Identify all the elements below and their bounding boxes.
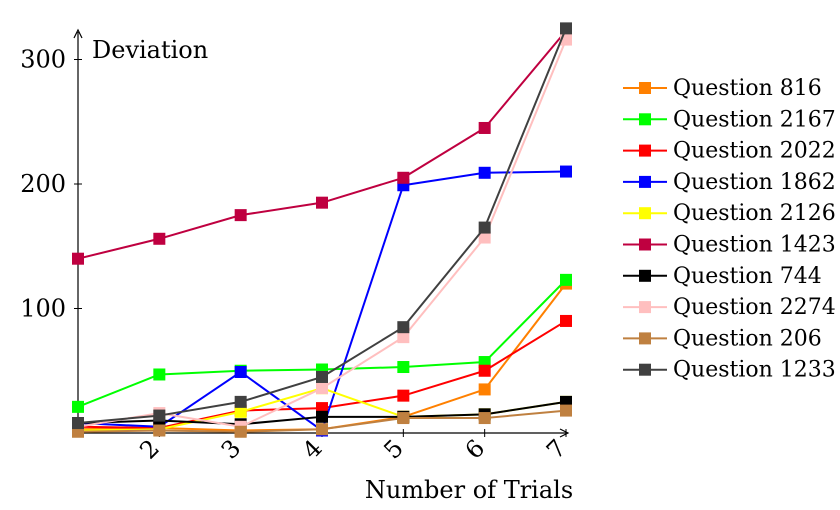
legend-item: Question 206 — [623, 326, 822, 351]
legend-marker — [639, 332, 651, 345]
y-tick-label: 300 — [20, 46, 66, 74]
legend-marker — [639, 175, 651, 188]
legend-item: Question 2167 — [623, 107, 836, 132]
legend-marker — [639, 207, 651, 220]
x-tick-label: 5 — [378, 434, 409, 465]
data-point — [72, 417, 84, 430]
data-point — [478, 412, 491, 425]
data-point — [234, 395, 247, 408]
x-tick-label: 4 — [297, 434, 328, 465]
data-point — [478, 364, 491, 377]
data-point — [234, 405, 247, 418]
legend-label: Question 816 — [673, 76, 822, 101]
legend-label: Question 206 — [673, 326, 822, 351]
data-point — [234, 425, 247, 438]
y-axis-label: Deviation — [92, 36, 208, 64]
legend-marker — [639, 301, 651, 314]
legend-marker — [639, 238, 651, 251]
data-point — [153, 424, 166, 437]
data-point — [560, 273, 572, 286]
data-point — [397, 171, 410, 184]
legend-label: Question 1423 — [673, 233, 836, 258]
legend-marker — [639, 113, 651, 126]
legend-item: Question 816 — [623, 76, 822, 101]
x-tick-label: 7 — [541, 434, 572, 465]
data-point — [560, 165, 572, 178]
data-point — [397, 361, 410, 374]
data-point — [316, 382, 328, 395]
series-question-206 — [72, 404, 572, 438]
legend: Question 816 Question 2167 Question 2022 Qu… — [623, 76, 836, 383]
legend-item: Question 2022 — [623, 139, 836, 164]
legend-item: Question 1233 — [623, 358, 836, 383]
data-point — [397, 321, 410, 334]
legend-marker — [639, 144, 651, 157]
legend-label: Question 2022 — [673, 139, 836, 164]
data-point — [316, 196, 328, 209]
data-point — [234, 365, 247, 378]
legend-item: Question 2126 — [623, 201, 836, 226]
series-question-1233 — [72, 22, 572, 430]
legend-item: Question 2274 — [623, 295, 836, 320]
legend-label: Question 2274 — [673, 295, 836, 320]
data-point — [72, 252, 84, 265]
data-point — [397, 331, 410, 344]
data-point — [560, 22, 572, 35]
data-point — [397, 389, 410, 402]
series-line — [77, 30, 567, 260]
y-tick-label: 200 — [20, 170, 66, 198]
data-point — [478, 166, 491, 179]
x-axis-label: Number of Trials — [365, 476, 573, 504]
data-point — [316, 370, 328, 383]
data-point — [478, 383, 491, 396]
data-point — [478, 121, 491, 134]
legend-label: Question 2167 — [673, 107, 836, 132]
data-point — [72, 400, 84, 413]
legend-item: Question 1423 — [623, 233, 836, 258]
legend-label: Question 744 — [673, 264, 822, 289]
data-point — [560, 314, 572, 327]
x-tick-label: 6 — [460, 434, 491, 465]
data-point — [397, 412, 410, 425]
data-point — [316, 410, 328, 423]
legend-marker — [639, 269, 651, 282]
legend-marker — [639, 82, 651, 94]
legend-marker — [639, 363, 651, 376]
legend-item: Question 744 — [623, 264, 822, 289]
plot-area — [72, 22, 572, 438]
data-point — [153, 232, 166, 245]
data-point — [560, 404, 572, 417]
x-tick-label: 2 — [134, 434, 165, 465]
data-point — [478, 231, 491, 244]
y-axis-arrow-icon — [73, 28, 83, 39]
data-point — [153, 368, 166, 381]
y-tick-label: 100 — [20, 295, 66, 323]
data-point — [153, 409, 166, 422]
legend-label: Question 1233 — [673, 358, 836, 383]
x-tick-label: 3 — [216, 434, 247, 465]
legend-item: Question 1862 — [623, 170, 836, 195]
data-point — [478, 221, 491, 234]
data-point — [316, 423, 328, 436]
data-point — [234, 209, 247, 222]
ticks: 100 200 300 2 3 4 5 6 7 — [20, 46, 571, 465]
legend-label: Question 2126 — [673, 201, 836, 226]
legend-label: Question 1862 — [673, 170, 836, 195]
x-axis-arrow-icon — [559, 428, 570, 438]
